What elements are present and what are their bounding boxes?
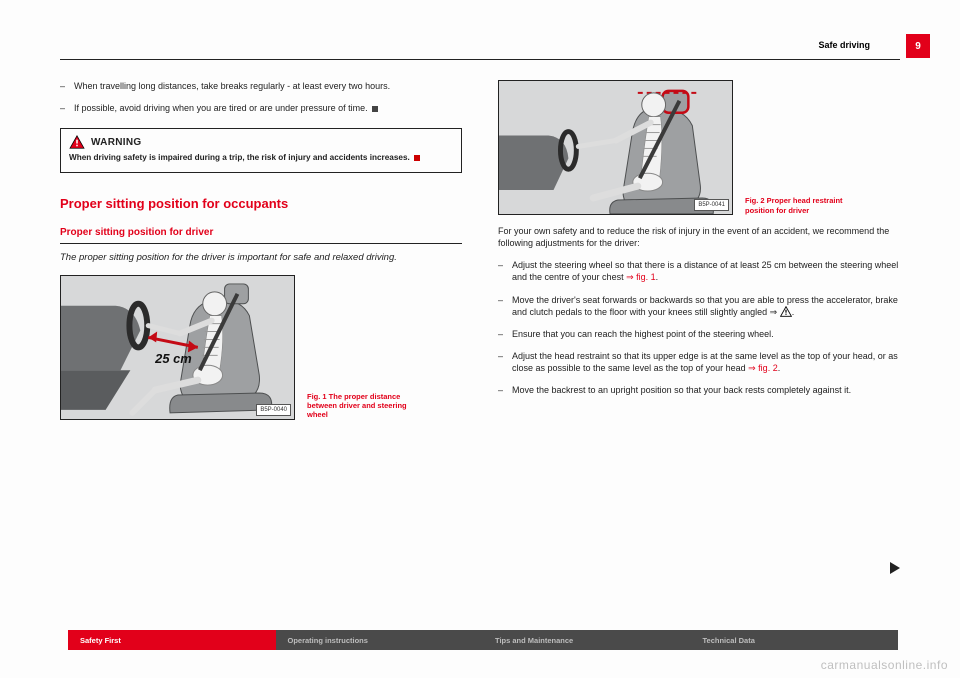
bullet-dash: – bbox=[498, 350, 512, 374]
figure-2: B5P-0041 bbox=[498, 80, 733, 215]
continue-arrow-icon bbox=[890, 562, 900, 574]
warning-label: WARNING bbox=[91, 136, 141, 150]
bullet-dash: – bbox=[498, 259, 512, 283]
figure-plate-label: B5P-0041 bbox=[694, 199, 729, 211]
warning-box: WARNING When driving safety is impaired … bbox=[60, 128, 462, 173]
bullet-text: Adjust the head restraint so that its up… bbox=[512, 350, 900, 374]
intro-paragraph: For your own safety and to reduce the ri… bbox=[498, 225, 900, 249]
figure-1-row: 25 cm B5P-0040 Fig. 1 The proper distanc… bbox=[60, 275, 462, 420]
bullet-dash: – bbox=[60, 80, 74, 92]
end-marker-icon bbox=[414, 155, 420, 161]
warning-header: WARNING bbox=[69, 135, 453, 149]
list-item: – Move the backrest to an upright positi… bbox=[498, 384, 900, 396]
left-column: – When travelling long distances, take b… bbox=[60, 80, 462, 580]
bullet-text: When travelling long distances, take bre… bbox=[74, 80, 462, 92]
list-item: – Move the driver's seat forwards or bac… bbox=[498, 294, 900, 318]
lead-paragraph: The proper sitting position for the driv… bbox=[60, 252, 462, 265]
figure-2-illustration bbox=[499, 81, 732, 215]
figure-1-caption: Fig. 1 The proper distance between drive… bbox=[307, 392, 427, 420]
dimension-label: 25 cm bbox=[154, 351, 192, 366]
bullet-text: Move the driver's seat forwards or backw… bbox=[512, 294, 900, 318]
figure-reference: ⇒ fig. 1 bbox=[626, 272, 656, 282]
page-number-badge: 9 bbox=[906, 34, 930, 58]
bullet-text: If possible, avoid driving when you are … bbox=[74, 102, 462, 114]
figure-1-illustration: 25 cm bbox=[61, 276, 294, 420]
warning-triangle-icon bbox=[69, 135, 85, 149]
heading-level-1: Proper sitting position for occupants bbox=[60, 195, 462, 213]
tab-safety-first[interactable]: Safety First bbox=[68, 630, 276, 650]
manual-page: Safe driving 9 – When travelling long di… bbox=[60, 40, 900, 620]
tab-operating-instructions[interactable]: Operating instructions bbox=[276, 630, 484, 650]
figure-plate-label: B5P-0040 bbox=[256, 404, 291, 416]
tab-technical-data[interactable]: Technical Data bbox=[691, 630, 899, 650]
warning-triangle-icon bbox=[780, 306, 792, 317]
list-item: – Ensure that you can reach the highest … bbox=[498, 328, 900, 340]
figure-reference: ⇒ fig. 2 bbox=[748, 363, 778, 373]
section-title: Safe driving bbox=[818, 40, 870, 50]
warning-text: When driving safety is impaired during a… bbox=[69, 153, 453, 164]
figure-2-caption: Fig. 2 Proper head restraint position fo… bbox=[745, 196, 865, 215]
list-item: – Adjust the head restraint so that its … bbox=[498, 350, 900, 374]
bullet-text: Adjust the steering wheel so that there … bbox=[512, 259, 900, 283]
bullet-dash: – bbox=[60, 102, 74, 114]
figure-1: 25 cm B5P-0040 bbox=[60, 275, 295, 420]
watermark-text: carmanualsonline.info bbox=[821, 658, 948, 672]
tab-tips-maintenance[interactable]: Tips and Maintenance bbox=[483, 630, 691, 650]
list-item: – When travelling long distances, take b… bbox=[60, 80, 462, 92]
heading-level-2: Proper sitting position for driver bbox=[60, 226, 462, 244]
list-item: – If possible, avoid driving when you ar… bbox=[60, 102, 462, 114]
bullet-dash: – bbox=[498, 328, 512, 340]
bullet-text: Move the backrest to an upright position… bbox=[512, 384, 900, 396]
figure-2-row: B5P-0041 Fig. 2 Proper head restraint po… bbox=[498, 80, 900, 215]
bullet-dash: – bbox=[498, 384, 512, 396]
end-marker-icon bbox=[372, 106, 378, 112]
content-columns: – When travelling long distances, take b… bbox=[60, 80, 900, 580]
list-item: – Adjust the steering wheel so that ther… bbox=[498, 259, 900, 283]
page-header: Safe driving 9 bbox=[60, 40, 900, 60]
bullet-text: Ensure that you can reach the highest po… bbox=[512, 328, 900, 340]
bullet-dash: – bbox=[498, 294, 512, 318]
footer-tabs: Safety First Operating instructions Tips… bbox=[68, 630, 898, 650]
right-column: B5P-0041 Fig. 2 Proper head restraint po… bbox=[498, 80, 900, 580]
